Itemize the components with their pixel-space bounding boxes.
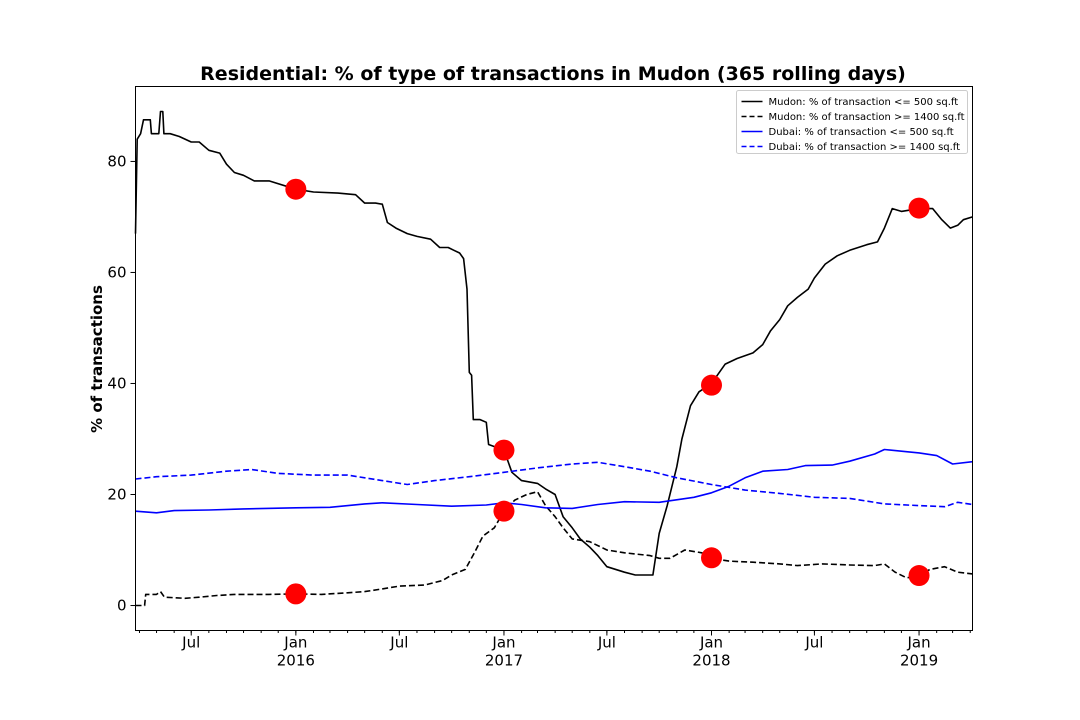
x-tick-label-6: Jul	[804, 634, 823, 652]
x-tick-year-5: 2018	[692, 652, 730, 670]
chart-title: Residential: % of type of transactions i…	[200, 63, 906, 85]
plot-area-frame	[135, 86, 973, 631]
x-tick-label-7: Jan	[906, 634, 930, 652]
x-tick-label-2: Jul	[389, 634, 408, 652]
series-line-3	[135, 461, 973, 508]
y-tick-label-4: 80	[107, 152, 126, 170]
y-tick-label-2: 40	[107, 374, 126, 392]
x-tick-label-1: Jan	[283, 634, 307, 652]
x-tick-label-0: Jul	[181, 634, 200, 652]
legend-box	[736, 90, 968, 154]
legend: Mudon: % of transaction <= 500 sq.ft Mudo…	[736, 90, 968, 154]
series-line-2	[135, 448, 973, 514]
marker-point-7	[908, 565, 930, 587]
marker-point-4	[285, 583, 307, 605]
y-axis-label: % of transactions	[88, 285, 106, 433]
marker-point-6	[701, 547, 723, 569]
marker-point-2	[701, 374, 723, 396]
x-tick-year-1: 2016	[277, 652, 315, 670]
legend-label-3: Dubai: % of transaction >= 1400 sq.ft	[769, 142, 961, 153]
y-tick-label-1: 20	[107, 486, 126, 504]
legend-label-1: Mudon: % of transaction >= 1400 sq.ft	[769, 112, 965, 123]
x-tick-label-4: Jul	[597, 634, 616, 652]
marker-point-0	[285, 178, 307, 200]
marker-point-3	[908, 197, 930, 219]
plot-markers	[285, 178, 930, 605]
x-tick-year-3: 2017	[485, 652, 523, 670]
series-line-0	[134, 110, 973, 576]
legend-label-0: Mudon: % of transaction <= 500 sq.ft	[769, 97, 959, 108]
x-tick-year-7: 2019	[900, 652, 938, 670]
y-axis: 0 20 40 60 80	[107, 152, 136, 615]
y-tick-label-0: 0	[117, 597, 127, 615]
legend-label-2: Dubai: % of transaction <= 500 sq.ft	[769, 127, 954, 138]
plot-lines	[134, 110, 973, 607]
x-tick-label-3: Jan	[491, 634, 515, 652]
marker-point-5	[493, 500, 515, 522]
y-tick-label-3: 60	[107, 263, 126, 281]
series-line-1	[135, 490, 973, 607]
x-tick-label-5: Jan	[699, 634, 723, 652]
marker-point-1	[493, 439, 515, 461]
